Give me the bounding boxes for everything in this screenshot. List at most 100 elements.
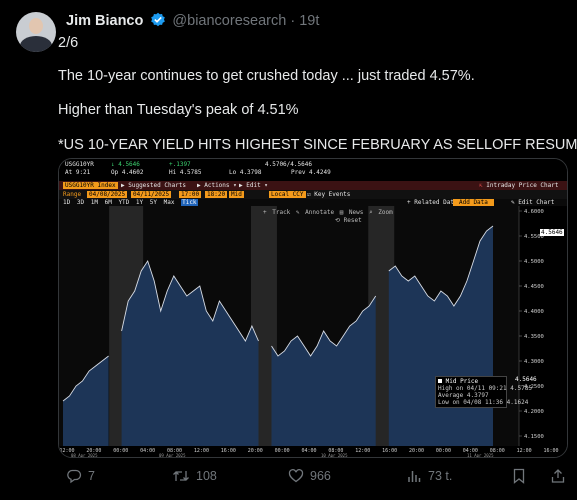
y-tick-label: 4.4500 (524, 284, 544, 290)
y-axis: 4.6000 4.5500 4.5000 4.4500 4.4000 4.3500 4.30… (519, 209, 544, 440)
reply-action[interactable]: 7 (66, 468, 95, 484)
period-5y[interactable]: 5Y (149, 199, 157, 206)
views-action[interactable]: 73 t. (406, 468, 452, 484)
zoom-label: Zoom (378, 209, 393, 216)
legend-title: Mid Price (438, 378, 478, 385)
tweet-time[interactable]: 19t (299, 13, 320, 29)
x-tick-label: 20:00 (409, 448, 424, 454)
share-action[interactable] (550, 468, 566, 484)
bookmark-action[interactable] (512, 468, 526, 484)
series-line-2 (121, 259, 259, 342)
edit-chart-button[interactable]: ✎ Edit Chart (511, 199, 555, 206)
legend-row-avg: Average 4.3797 (438, 392, 489, 399)
x-tick-label: 12:00 (517, 448, 532, 454)
news-label: News (348, 209, 364, 216)
x-tick-label: 00:00 (275, 448, 290, 454)
last-value-tag: 4.5646 (540, 229, 564, 236)
edit-label: Edit (246, 182, 261, 189)
date-to-field[interactable]: 04/11/2025 (131, 191, 172, 198)
period-6m[interactable]: 6M (104, 199, 112, 206)
like-count: 966 (310, 469, 331, 483)
period-buttons[interactable]: 1D 3D 1M 6M YTD 1Y 5Y Max Tick (63, 199, 198, 206)
author-name[interactable]: Jim Bianco (66, 13, 144, 29)
related-data-button[interactable]: + Related Data (407, 199, 458, 206)
reply-count: 7 (88, 469, 95, 483)
x-tick-label: 00:00 (436, 448, 451, 454)
like-action[interactable]: 966 (288, 468, 331, 484)
period-max[interactable]: Max (163, 199, 175, 206)
series-line-3 (271, 295, 377, 357)
prev-value: Prev 4.4249 (291, 169, 331, 176)
period-tick[interactable]: Tick (181, 199, 198, 206)
tweet-line-peak: Higher than Tuesday's peak of 4.51% (58, 102, 299, 118)
y-tick-label: 4.4000 (524, 309, 544, 315)
views-count: 73 t. (428, 469, 453, 483)
tweet-media-chart[interactable]: 4.6000 4.5500 4.5000 4.4500 4.4000 4.3500 4.30… (58, 158, 568, 458)
x-date-label: 09 Apr 2025 (159, 453, 186, 457)
legend-row-low-value: 4.1624 (506, 399, 529, 406)
x-tick-label: 08:00 (167, 448, 182, 454)
x-tick-label: 12:00 (355, 448, 370, 454)
open-value: Op 4.4602 (111, 169, 144, 176)
suggested-charts-label: Suggested Charts (128, 182, 187, 189)
mid-select[interactable]: Mid (229, 191, 244, 198)
avatar-head (29, 18, 43, 34)
retweet-count: 108 (196, 469, 217, 483)
period-1d[interactable]: 1D (63, 199, 71, 206)
legend-row-avg-label: Average (438, 392, 464, 399)
reset-tool[interactable]: ⟲ Reset (335, 217, 362, 224)
date-from-field[interactable]: 04/08/2025 (87, 191, 128, 198)
reply-icon (66, 468, 82, 484)
series-line-4 (388, 225, 494, 307)
period-3d[interactable]: 3D (76, 199, 85, 206)
legend-row-avg-value: 4.3797 (466, 392, 489, 399)
edit-menu[interactable]: ▶ Edit ▾ (239, 182, 268, 189)
high-value: Hi 4.5785 (169, 169, 202, 176)
retweet-action[interactable]: 108 (172, 468, 217, 484)
legend-swatch (438, 379, 442, 383)
currency-select[interactable]: Local CCY (269, 191, 306, 198)
heart-icon (288, 468, 304, 484)
news-tool[interactable]: ▤ News (339, 209, 364, 216)
x-tick-label: 04:00 (140, 448, 155, 454)
x-tick-label: 08:00 (328, 448, 343, 454)
legend-row-low: Low on 04/08 11:36 4.1624 (438, 399, 528, 406)
actions-menu[interactable]: ▶ Actions ▾ (197, 182, 237, 189)
add-data-field[interactable]: Add Data (453, 199, 494, 206)
period-1y[interactable]: 1Y (135, 199, 144, 206)
suggested-charts-menu[interactable]: ▶ Suggested Charts (121, 182, 187, 189)
period-1m[interactable]: 1M (90, 199, 98, 206)
x-tick-label: 16:00 (543, 448, 558, 454)
zoom-tool[interactable]: ⌕ Zoom (369, 209, 393, 216)
ticker-label: USGG10YR (65, 161, 94, 168)
period-ytd[interactable]: YTD (118, 199, 130, 206)
separator-dot: · (290, 13, 296, 29)
index-label[interactable]: USGG10YR Index (63, 182, 118, 189)
y-tick-label: 4.3500 (524, 334, 544, 340)
low-value: Lo 4.3798 (229, 169, 262, 176)
legend-box: Mid Price High on 04/11 09:21 4.5785 Ave… (435, 376, 532, 408)
chart-toolbar: + Track ✎ Annotate ▤ News ⌕ Zoom (263, 209, 393, 216)
track-tool[interactable]: + Track (263, 209, 291, 216)
related-data-label: Related Data (414, 199, 458, 206)
time-from-field[interactable]: 17:00 (179, 191, 202, 198)
popout-icon: ⇱ (479, 182, 483, 189)
verified-badge-icon (150, 12, 166, 33)
x-date-label: 10 Apr 2025 (321, 453, 348, 457)
terminal-svg: 4.6000 4.5500 4.5000 4.4500 4.4000 4.3500 4.30… (59, 159, 567, 457)
legend-row-low-label: Low on 04/08 11:36 (438, 399, 504, 406)
key-events-label: Key Events (314, 191, 351, 198)
x-tick-label: 20:00 (86, 448, 101, 454)
avatar[interactable] (16, 12, 56, 52)
y-tick-label: 4.2500 (524, 384, 544, 390)
author-handle[interactable]: @biancoresearch (172, 13, 287, 29)
annotate-tool[interactable]: ✎ Annotate (295, 209, 335, 216)
key-events-toggle[interactable]: ☑ Key Events (307, 191, 351, 198)
time-to-field[interactable]: 18:20 (205, 191, 228, 198)
series-area-2 (121, 261, 259, 446)
intraday-title-label: Intraday Price Chart (486, 182, 559, 189)
legend-row-high-label: High on 04/11 09:21 (438, 385, 507, 392)
series-area-3 (271, 296, 376, 446)
yield-series (62, 225, 494, 446)
tweet-header: Jim Bianco @biancoresearch · 19t (66, 12, 319, 33)
